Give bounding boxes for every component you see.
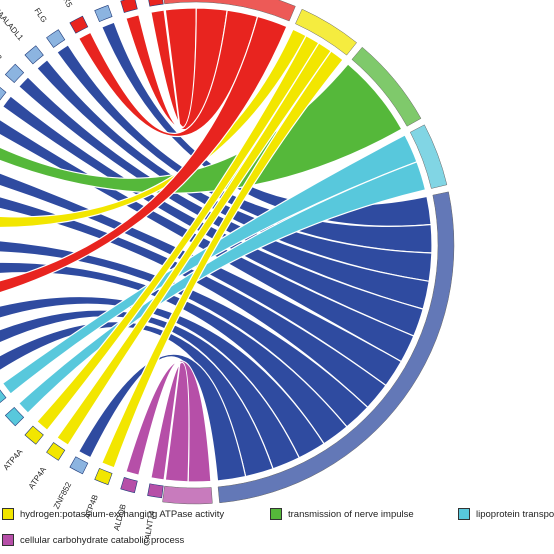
gene-marker [0,389,7,403]
ribbon [56,42,333,446]
gene-marker [24,425,44,445]
legend-item: lipoprotein transpo [458,508,554,520]
gene-label: NAALADL1 [0,5,25,42]
ribbon [0,15,288,294]
term-arc [217,191,455,504]
ribbon [0,172,403,387]
gene-marker [4,407,25,427]
gene-marker [120,0,138,13]
gene-label: MRS2 [0,41,4,63]
legend-swatch [2,508,14,520]
legend-item: cellular carbohydrate catabolic process [2,534,184,546]
legend-swatch [458,508,470,520]
term-arc [295,8,358,56]
legend-swatch [270,508,282,520]
term-arc-layer [162,0,455,505]
term-arc [163,0,296,22]
ribbon [0,28,307,229]
gene-marker [69,456,89,475]
gene-label: FLG [32,6,48,24]
ribbon [36,34,320,432]
ribbon [150,7,197,129]
legend-label: hydrogen:potassium-exchanging ATPase act… [20,508,225,520]
legend-item: hydrogen:potassium-exchanging ATPase act… [2,508,224,520]
gene-marker [69,15,89,34]
gene-marker [120,477,138,494]
gene-marker [147,483,164,499]
ribbon [150,361,190,483]
term-arc [162,485,213,505]
gene-marker [46,29,66,48]
gene-marker [4,63,25,84]
legend-item: transmission of nerve impulse [270,508,414,520]
legend-label: lipoprotein transpo [476,508,554,520]
legend: hydrogen:potassium-exchanging ATPase act… [0,500,554,554]
gene-label: ATP4A [27,465,49,491]
gene-marker [0,87,7,101]
legend-label: cellular carbohydrate catabolic process [20,534,185,546]
gene-marker [24,45,44,65]
legend-label: transmission of nerve impulse [288,508,414,520]
gene-label: ATP4A [2,447,25,472]
gene-marker [94,468,113,486]
gene-marker [94,4,113,22]
ribbon [125,7,228,131]
ribbon-layer [0,7,433,483]
gene-marker-layer [0,0,164,499]
gene-marker [148,0,164,7]
ribbon [77,353,247,482]
legend-swatch [2,534,14,546]
gene-marker [46,442,66,461]
term-arc [409,124,448,189]
gene-label: GRIK5 [55,0,74,9]
ribbon [17,161,427,414]
term-arc [351,46,422,127]
ribbon [0,118,415,363]
ribbon [1,95,424,337]
ribbon [17,76,430,310]
gene-label: MTTP [0,427,3,449]
ribbon [125,360,212,483]
ribbon [100,50,344,469]
ribbon [77,9,259,137]
